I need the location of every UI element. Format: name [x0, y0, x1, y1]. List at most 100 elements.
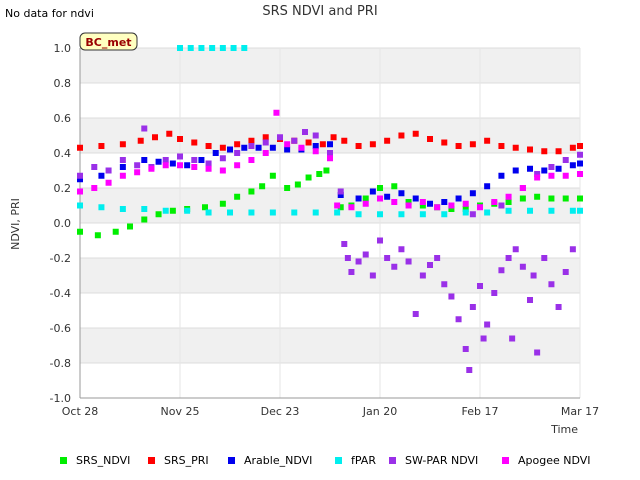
data-point-apogee-ndvi [534, 174, 541, 181]
data-point-srs-ndvi [562, 195, 569, 202]
data-point-arable-ndvi [484, 183, 491, 190]
data-point-fpar [219, 45, 226, 51]
data-point-sw-par-ndvi [455, 316, 462, 323]
data-point-srs-pri [512, 144, 519, 151]
legend-swatch [148, 457, 155, 464]
data-point-srs-ndvi [377, 185, 383, 191]
data-point-apogee-ndvi [434, 204, 441, 211]
data-point-sw-par-ndvi [362, 251, 369, 258]
data-point-srs-pri [262, 134, 269, 141]
data-point-arable-ndvi [327, 141, 333, 148]
site-badge-box [79, 32, 138, 51]
data-point-fpar [377, 211, 383, 218]
data-point-apogee-ndvi [77, 188, 83, 195]
data-point-sw-par-ndvi [219, 155, 226, 162]
data-point-srs-pri [469, 141, 476, 148]
data-point-arable-ndvi [455, 195, 462, 202]
legend-label: fPAR [351, 454, 376, 467]
data-point-apogee-ndvi [284, 141, 291, 148]
data-point-srs-ndvi [234, 193, 241, 200]
plot-band [80, 328, 580, 363]
chart-legend: SRS_NDVI SRS_PRI Arable_NDVI fPAR SW-PAR NDV… [0, 454, 640, 470]
data-point-arable-ndvi [77, 176, 83, 183]
legend-item: SW-PAR NDVI [389, 454, 478, 467]
data-point-apogee-ndvi [448, 202, 455, 209]
data-point-sw-par-ndvi [291, 137, 298, 144]
data-point-fpar [98, 204, 105, 211]
data-point-srs-ndvi [284, 185, 291, 191]
data-point-arable-ndvi [169, 160, 176, 167]
data-point-arable-ndvi [541, 167, 548, 174]
data-point-sw-par-ndvi [562, 269, 569, 275]
data-point-srs-pri [319, 141, 326, 148]
data-point-sw-par-ndvi [177, 153, 183, 160]
data-point-apogee-ndvi [177, 162, 183, 169]
data-point-arable-ndvi [284, 146, 291, 153]
data-point-apogee-ndvi [462, 200, 469, 207]
data-point-fpar [527, 207, 533, 214]
data-point-apogee-ndvi [248, 157, 255, 163]
data-point-srs-pri [234, 141, 241, 148]
chart-area: -1.0 -0.8 -0.6 -0.4 -0.2 0.0 0.2 0.4 0.6 0.8 1.0 Oc… [9, 32, 599, 436]
data-point-srs-pri [219, 144, 226, 151]
legend-swatch [228, 457, 235, 464]
data-point-fpar [505, 207, 512, 214]
data-point-apogee-ndvi [505, 193, 512, 200]
data-point-sw-par-ndvi [141, 125, 148, 132]
data-point-arable-ndvi [577, 160, 583, 167]
data-point-arable-ndvi [198, 157, 205, 163]
data-point-sw-par-ndvi [348, 269, 355, 275]
data-point-srs-ndvi [448, 206, 455, 212]
data-point-arable-ndvi [441, 199, 448, 205]
data-point-sw-par-ndvi [491, 290, 498, 296]
data-point-arable-ndvi [512, 167, 519, 174]
data-point-sw-par-ndvi [484, 321, 491, 328]
data-point-fpar [462, 209, 469, 216]
data-point-fpar [569, 207, 576, 214]
data-point-sw-par-ndvi [434, 255, 441, 261]
data-point-apogee-ndvi [262, 150, 269, 156]
data-point-fpar [230, 45, 237, 51]
x-tick-label: Oct 28 [62, 405, 99, 418]
data-point-apogee-ndvi [491, 199, 498, 205]
data-point-arable-ndvi [337, 192, 344, 198]
data-point-srs-ndvi [316, 171, 323, 177]
data-point-fpar [184, 207, 191, 214]
data-point-apogee-ndvi [162, 162, 169, 169]
legend-label: Arable_NDVI [244, 454, 313, 467]
data-point-arable-ndvi [212, 150, 219, 156]
plot-band [80, 188, 580, 223]
data-point-sw-par-ndvi [191, 157, 198, 163]
x-tick-label: Mar 17 [561, 405, 599, 418]
y-axis-label: NDVI, PRI [9, 198, 22, 250]
data-point-sw-par-ndvi [534, 171, 541, 177]
x-tick-label: Jan 20 [362, 405, 397, 418]
data-point-sw-par-ndvi [419, 272, 426, 279]
data-point-apogee-ndvi [327, 155, 333, 162]
plot-band [80, 363, 580, 398]
data-point-sw-par-ndvi [519, 263, 526, 270]
legend-item: fPAR [335, 454, 376, 467]
y-tick-label: 0.4 [54, 147, 72, 160]
x-tick-label: Dec 23 [261, 405, 300, 418]
no-data-notice: No data for ndvi [5, 7, 94, 20]
data-point-sw-par-ndvi [262, 139, 269, 146]
data-point-srs-pri [166, 130, 173, 137]
y-tick-label: 0.2 [54, 182, 72, 195]
data-point-sw-par-ndvi [344, 255, 351, 261]
data-point-arable-ndvi [427, 200, 433, 207]
data-point-srs-ndvi [94, 232, 101, 239]
data-point-sw-par-ndvi [441, 281, 448, 288]
data-point-arable-ndvi [498, 172, 505, 179]
data-point-fpar [355, 211, 362, 218]
data-point-fpar [334, 209, 341, 216]
data-point-fpar [77, 202, 83, 209]
data-point-sw-par-ndvi [105, 167, 112, 174]
data-point-arable-ndvi [119, 164, 126, 170]
legend-swatch [335, 457, 342, 464]
data-point-sw-par-ndvi [205, 160, 212, 167]
data-point-srs-pri [152, 134, 158, 141]
data-point-sw-par-ndvi [462, 346, 469, 352]
data-point-srs-ndvi [362, 195, 369, 202]
data-point-srs-pri [177, 136, 183, 142]
